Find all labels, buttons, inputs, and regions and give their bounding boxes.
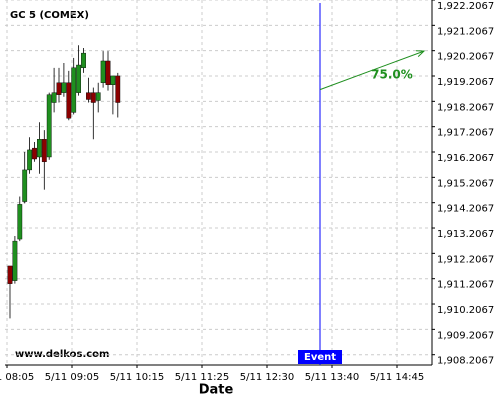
candle-body	[41, 139, 47, 163]
candle-body	[81, 52, 86, 69]
x-axis-label: Date	[199, 383, 234, 398]
y-tick-label: 1,912.2067	[437, 254, 494, 265]
arrow-head	[415, 50, 426, 57]
candle-body	[115, 75, 121, 103]
y-tick-label: 1,908.2067	[437, 356, 494, 367]
candle-body	[51, 92, 57, 103]
candle-body	[7, 265, 13, 284]
candle-body	[22, 169, 28, 202]
y-tick-label: 1,919.2067	[437, 77, 494, 88]
candle-body	[76, 64, 82, 93]
x-tick-label: 5/11 08:05	[0, 372, 34, 383]
y-tick-label: 1,918.2067	[437, 102, 494, 113]
candle-body	[12, 240, 18, 281]
y-tick-label: 1,916.2067	[437, 153, 494, 164]
x-tick-label: 5/11 09:05	[45, 372, 99, 383]
y-tick-label: 1,921.2067	[437, 26, 494, 37]
y-tick-label: 1,920.2067	[437, 52, 494, 63]
watermark: www.delkos.com	[15, 349, 109, 360]
y-tick-label: 1,913.2067	[437, 229, 494, 240]
y-tick-label: 1,909.2067	[437, 330, 494, 341]
candle-body	[100, 60, 106, 83]
candle-body	[17, 204, 23, 240]
candle-body	[85, 92, 91, 100]
candle-body	[90, 92, 96, 103]
candle-body	[95, 92, 101, 101]
candle-body	[37, 139, 42, 158]
forecast-label: 75.0%	[371, 68, 413, 82]
x-tick-label: 5/11 10:15	[110, 372, 164, 383]
x-tick-label: 5/11 13:40	[305, 372, 359, 383]
y-tick-label: 1,915.2067	[437, 178, 494, 189]
y-tick-label: 1,917.2067	[437, 128, 494, 139]
candle-body	[61, 82, 67, 93]
event-label: Event	[304, 352, 336, 363]
x-tick-label: 5/11 11:25	[175, 372, 229, 383]
candle-body	[27, 149, 32, 171]
y-tick-label: 1,922.2067	[437, 1, 494, 12]
forecast-arrow	[319, 50, 425, 91]
candle-body	[71, 67, 77, 113]
candle-body	[56, 82, 62, 95]
chart-title: GC 5 (COMEX)	[10, 10, 89, 21]
event-box	[298, 350, 342, 364]
candle-body	[66, 82, 72, 119]
candle-body	[32, 147, 37, 160]
candle-body	[110, 75, 116, 85]
candle-body	[105, 60, 111, 85]
y-tick-label: 1,910.2067	[437, 305, 494, 316]
x-tick-label: 5/11 14:45	[370, 372, 424, 383]
y-tick-label: 1,914.2067	[437, 204, 494, 215]
y-tick-label: 1,911.2067	[437, 280, 494, 291]
candle-body	[46, 94, 52, 158]
x-tick-label: 5/11 12:30	[240, 372, 294, 383]
